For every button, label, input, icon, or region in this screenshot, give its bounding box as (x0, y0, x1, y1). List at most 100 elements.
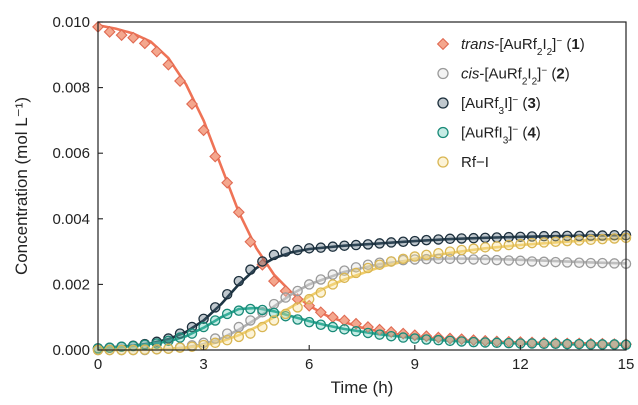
legend: trans-[AuRf2I2]− (1)cis-[AuRf2I2]− (2)[A… (436, 36, 585, 171)
data-point (339, 324, 350, 335)
data-point (221, 308, 233, 320)
data-point (362, 259, 374, 270)
data-point (233, 275, 245, 287)
y-tick-label: 0.002 (52, 276, 90, 293)
data-point (151, 344, 163, 355)
legend-label-part: ) (580, 36, 585, 53)
legend-label-part: 2 (556, 66, 564, 83)
data-point (561, 338, 573, 350)
data-point (362, 239, 374, 250)
data-point (127, 31, 140, 44)
data-point (268, 315, 280, 326)
data-point (280, 246, 291, 257)
legend-item-s4: [AuRfI3]− (4) (437, 124, 541, 146)
data-point (245, 303, 256, 315)
data-point (420, 330, 433, 343)
data-point (268, 307, 280, 319)
legend-item-s5: Rf−I (437, 154, 489, 171)
data-point (233, 331, 245, 343)
data-point (597, 339, 608, 350)
markers (92, 20, 632, 356)
legend-marker (436, 37, 450, 51)
data-point (444, 332, 456, 345)
data-point (585, 339, 597, 350)
data-point (609, 233, 620, 244)
legend-item-s1: trans-[AuRf2I2]− (1) (436, 36, 585, 58)
data-point (339, 272, 350, 284)
data-point (221, 334, 233, 346)
data-point (350, 239, 362, 251)
data-point (433, 234, 444, 245)
data-point (421, 249, 432, 261)
legend-label-part: trans (461, 36, 495, 53)
data-point (408, 329, 421, 342)
data-point (257, 321, 268, 333)
data-point (585, 234, 597, 246)
data-point (339, 240, 350, 251)
data-point (292, 285, 303, 297)
series-s4 (92, 303, 632, 354)
y-tick-label: 0.010 (52, 14, 90, 31)
data-point (163, 343, 174, 354)
legend-label: [AuRfI3]− (4) (461, 124, 541, 146)
data-point (526, 338, 538, 349)
legend-label: Rf−I (461, 154, 489, 171)
data-point (315, 274, 327, 285)
legend-label-part: 3 (503, 135, 509, 146)
data-point (315, 319, 327, 330)
data-point (314, 306, 327, 319)
data-point (538, 338, 550, 350)
data-point (397, 253, 409, 265)
legend-label-part: -[AuRf (479, 66, 522, 83)
data-point (163, 335, 174, 347)
data-point (609, 339, 620, 350)
data-point (327, 269, 339, 280)
data-point (256, 258, 269, 271)
data-point (209, 315, 221, 326)
legend-label-part: − (512, 95, 518, 106)
data-point (385, 237, 397, 248)
data-point (280, 308, 291, 320)
data-point (526, 237, 538, 249)
data-point (257, 256, 268, 267)
data-point (233, 321, 245, 333)
plot-frame (97, 21, 627, 351)
data-point (491, 232, 503, 243)
data-point (609, 258, 620, 269)
x-tick-label: 15 (618, 356, 635, 373)
legend-label-part: ] (508, 125, 512, 142)
data-point (221, 288, 233, 300)
data-point (550, 256, 561, 268)
data-point (138, 37, 151, 50)
data-point (421, 234, 432, 246)
x-tick-label: 0 (94, 356, 102, 373)
data-point (597, 230, 608, 241)
data-point (491, 241, 503, 252)
data-point (468, 336, 479, 348)
data-point (433, 247, 444, 259)
data-point (456, 253, 467, 265)
legend-label-part: -[AuRf (494, 36, 537, 53)
data-point (174, 328, 186, 339)
data-point (397, 236, 409, 248)
data-point (432, 331, 445, 344)
data-point (397, 327, 410, 340)
legend-label-part: − (541, 65, 547, 76)
legend-label-part: [AuRf (461, 95, 499, 112)
data-point (150, 45, 163, 58)
data-point (597, 257, 608, 269)
data-point (550, 236, 561, 248)
data-point (479, 242, 491, 253)
data-point (268, 275, 280, 288)
data-point (327, 321, 339, 333)
data-point (257, 304, 268, 316)
data-point (186, 341, 198, 352)
data-point (338, 314, 351, 327)
data-point (585, 257, 597, 269)
y-tick-label: 0.004 (52, 211, 90, 228)
data-point (550, 230, 561, 242)
data-point (526, 256, 538, 267)
data-point (397, 332, 409, 343)
data-point (409, 254, 421, 265)
data-point (374, 238, 385, 249)
